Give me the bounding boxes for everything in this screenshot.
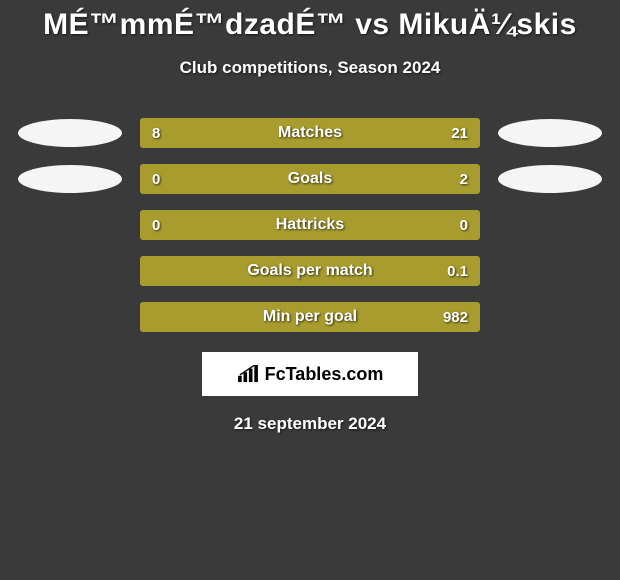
page-title: MÉ™mmÉ™dzadÉ™ vs MikuÄ¼skis bbox=[0, 8, 620, 42]
watermark-text: FcTables.com bbox=[265, 364, 384, 385]
right-ellipse-icon bbox=[498, 165, 602, 193]
comparison-container: MÉ™mmÉ™dzadÉ™ vs MikuÄ¼skis Club competi… bbox=[0, 0, 620, 434]
stat-row: 00Hattricks bbox=[0, 210, 620, 240]
left-placeholder bbox=[18, 257, 122, 285]
stat-row: 0.1Goals per match bbox=[0, 256, 620, 286]
stat-bar: 0.1Goals per match bbox=[140, 256, 480, 286]
stat-row: 821Matches bbox=[0, 118, 620, 148]
stat-row: 982Min per goal bbox=[0, 302, 620, 332]
stat-label: Hattricks bbox=[142, 216, 478, 234]
left-placeholder bbox=[18, 211, 122, 239]
right-placeholder bbox=[498, 211, 602, 239]
stat-bar: 821Matches bbox=[140, 118, 480, 148]
stats-area: 821Matches 02Goals 00Hattricks 0.1Goals per… bbox=[0, 118, 620, 332]
left-placeholder bbox=[18, 303, 122, 331]
right-ellipse-icon bbox=[498, 119, 602, 147]
watermark-badge[interactable]: FcTables.com bbox=[202, 352, 418, 396]
left-ellipse-icon bbox=[18, 165, 122, 193]
subtitle: Club competitions, Season 2024 bbox=[0, 58, 620, 78]
date-text: 21 september 2024 bbox=[0, 414, 620, 434]
stat-label: Goals per match bbox=[142, 262, 478, 280]
stat-bar: 00Hattricks bbox=[140, 210, 480, 240]
chart-icon bbox=[237, 365, 259, 383]
left-ellipse-icon bbox=[18, 119, 122, 147]
stat-label: Min per goal bbox=[142, 308, 478, 326]
stat-label: Matches bbox=[142, 124, 478, 142]
stat-row: 02Goals bbox=[0, 164, 620, 194]
right-placeholder bbox=[498, 257, 602, 285]
right-placeholder bbox=[498, 303, 602, 331]
stat-bar: 02Goals bbox=[140, 164, 480, 194]
stat-label: Goals bbox=[142, 170, 478, 188]
stat-bar: 982Min per goal bbox=[140, 302, 480, 332]
